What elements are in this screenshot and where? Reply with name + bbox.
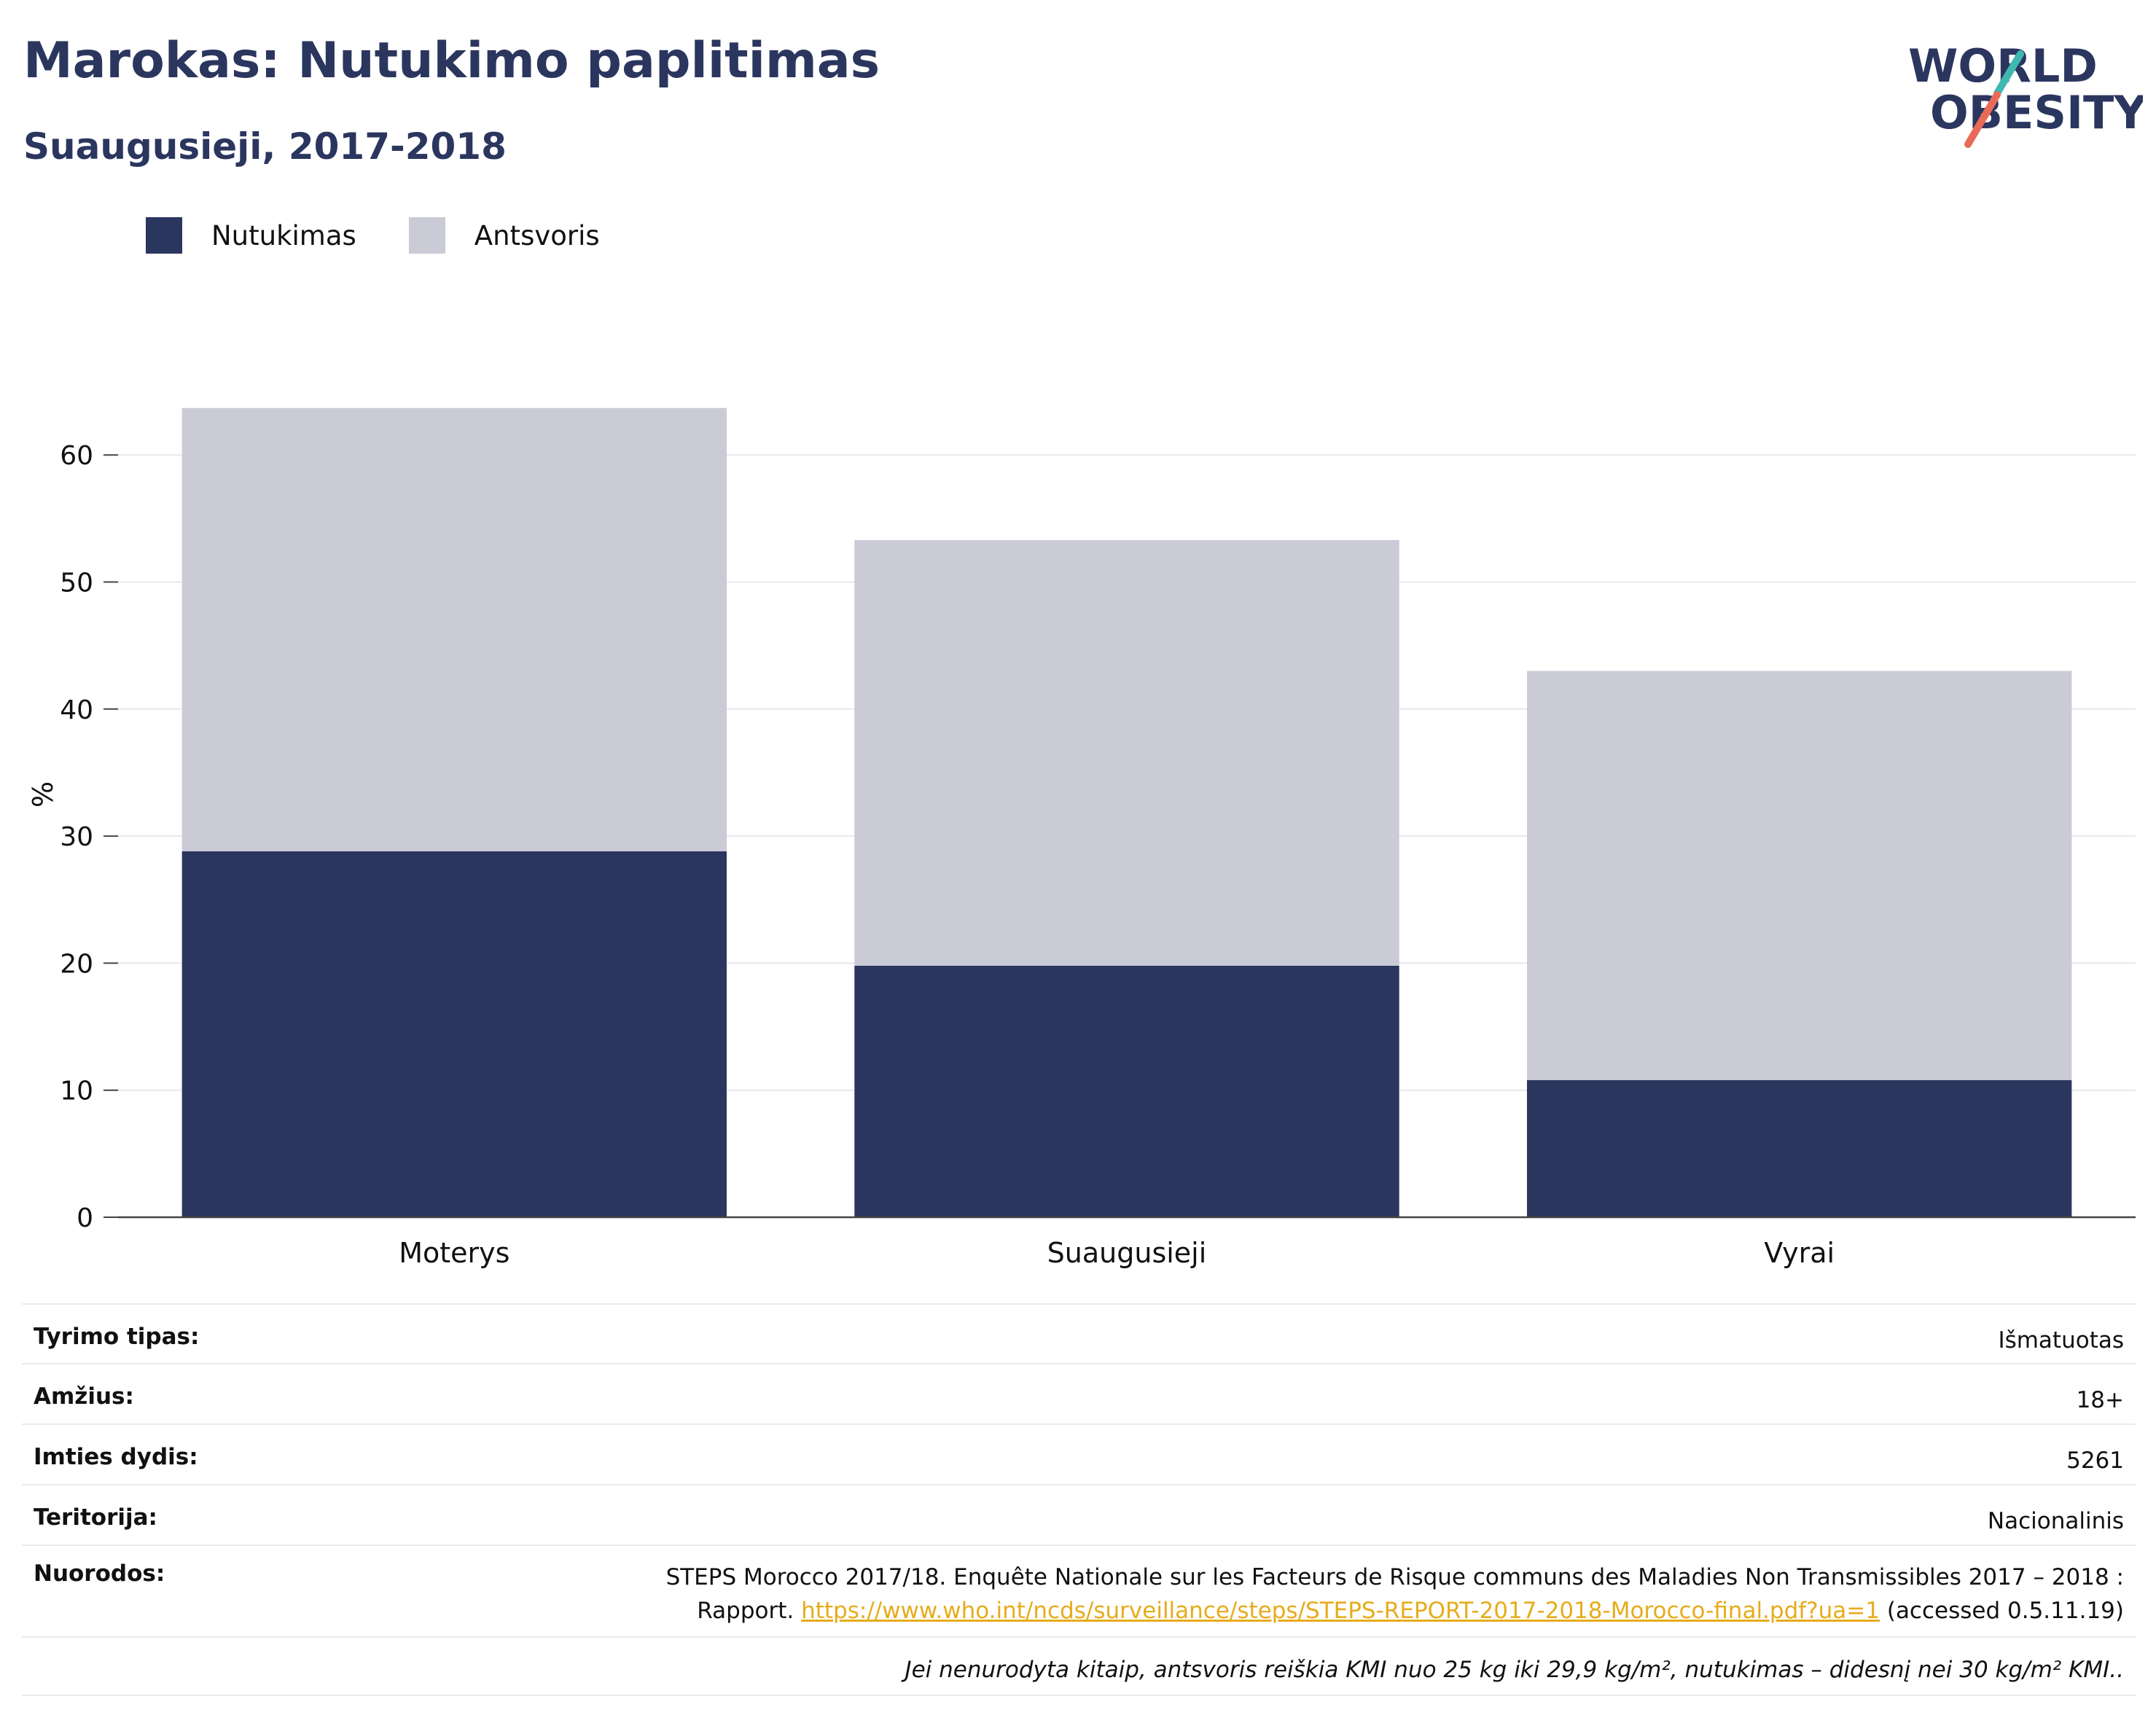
world-obesity-logo: WORLD OBESITY bbox=[1908, 39, 2143, 148]
references-line-1: STEPS Morocco 2017/18. Enquête Nationale… bbox=[665, 1564, 2124, 1590]
legend-label-overweight: Antsvoris bbox=[474, 219, 600, 251]
y-tick-label-60: 60 bbox=[60, 441, 93, 471]
page-subtitle: Suaugusieji, 2017-2018 bbox=[23, 125, 507, 168]
info-row-age: Amžius: 18+ bbox=[22, 1363, 2136, 1423]
legend-item-obesity[interactable]: Nutukimas bbox=[146, 217, 356, 254]
logo-text-obesity: OBESITY bbox=[1930, 86, 2143, 139]
logo-slash-coral bbox=[1964, 91, 2001, 148]
info-label-references: Nuorodos: bbox=[34, 1561, 165, 1587]
y-tick-label-20: 20 bbox=[60, 949, 93, 979]
x-category-labels: Moterys Suaugusieji Vyrai bbox=[399, 1237, 1835, 1268]
legend-swatch-overweight bbox=[408, 217, 445, 254]
legend-item-overweight[interactable]: Antsvoris bbox=[408, 217, 600, 254]
y-tick-label-30: 30 bbox=[60, 822, 93, 852]
bar-obesity-0[interactable] bbox=[181, 851, 727, 1217]
references-suffix: (accessed 0.5.11.19) bbox=[1886, 1598, 2124, 1624]
info-label-age: Amžius: bbox=[34, 1383, 134, 1410]
legend-label-obesity: Nutukimas bbox=[211, 219, 356, 251]
info-value-references: STEPS Morocco 2017/18. Enquête Nationale… bbox=[666, 1561, 2124, 1628]
y-tick-label-0: 0 bbox=[77, 1203, 93, 1233]
references-line-2: Rapport. https://www.who.int/ncds/survei… bbox=[666, 1594, 2124, 1628]
y-tick-label-50: 50 bbox=[60, 569, 93, 598]
info-value-sample-size: 5261 bbox=[2066, 1448, 2124, 1474]
bar-overweight-2[interactable] bbox=[1526, 671, 2072, 1080]
info-row-territory: Teritorija: Nacionalinis bbox=[22, 1484, 2136, 1544]
info-row-survey-type: Tyrimo tipas: Išmatuotas bbox=[22, 1303, 2136, 1363]
bar-overweight-0[interactable] bbox=[181, 407, 727, 852]
info-table: Tyrimo tipas: Išmatuotas Amžius: 18+ Imt… bbox=[22, 1303, 2136, 1696]
y-tick-label-40: 40 bbox=[60, 695, 93, 725]
y-axis-label: % bbox=[27, 781, 59, 808]
bars bbox=[181, 407, 2072, 1217]
stacked-bar-chart: 0 10 20 30 40 50 60 Moterys Suaugusieji Vyrai % bbox=[27, 407, 2136, 1268]
info-label-territory: Teritorija: bbox=[34, 1504, 157, 1531]
definition-note: Jei nenurodyta kitaip, antsvoris reiškia… bbox=[905, 1657, 2124, 1683]
info-value-age: 18+ bbox=[2076, 1387, 2124, 1413]
x-label-2: Vyrai bbox=[1764, 1237, 1835, 1268]
x-label-1: Suaugusieji bbox=[1047, 1237, 1207, 1268]
logo-slash-teal bbox=[1993, 50, 2024, 97]
info-value-territory: Nacionalinis bbox=[1987, 1508, 2124, 1534]
info-row-note: Jei nenurodyta kitaip, antsvoris reiškia… bbox=[22, 1636, 2136, 1696]
y-tick-label-10: 10 bbox=[60, 1077, 93, 1106]
legend-swatch-obesity bbox=[146, 217, 182, 254]
info-row-sample-size: Imties dydis: 5261 bbox=[22, 1423, 2136, 1484]
page-title: Marokas: Nutukimo paplitimas bbox=[23, 32, 880, 90]
info-row-references: Nuorodos: STEPS Morocco 2017/18. Enquête… bbox=[22, 1544, 2136, 1636]
references-prefix: Rapport. bbox=[697, 1598, 794, 1624]
chart-legend: Nutukimas Antsvoris bbox=[146, 217, 652, 254]
info-label-sample-size: Imties dydis: bbox=[34, 1444, 198, 1470]
bar-obesity-1[interactable] bbox=[854, 965, 1399, 1217]
info-label-survey-type: Tyrimo tipas: bbox=[34, 1324, 200, 1350]
bar-overweight-1[interactable] bbox=[854, 539, 1399, 966]
x-label-0: Moterys bbox=[399, 1237, 509, 1268]
bar-obesity-2[interactable] bbox=[1526, 1079, 2072, 1217]
y-tick-labels: 0 10 20 30 40 50 60 bbox=[60, 441, 118, 1233]
references-link[interactable]: https://www.who.int/ncds/surveillance/st… bbox=[801, 1598, 1880, 1624]
info-value-survey-type: Išmatuotas bbox=[1998, 1327, 2124, 1354]
